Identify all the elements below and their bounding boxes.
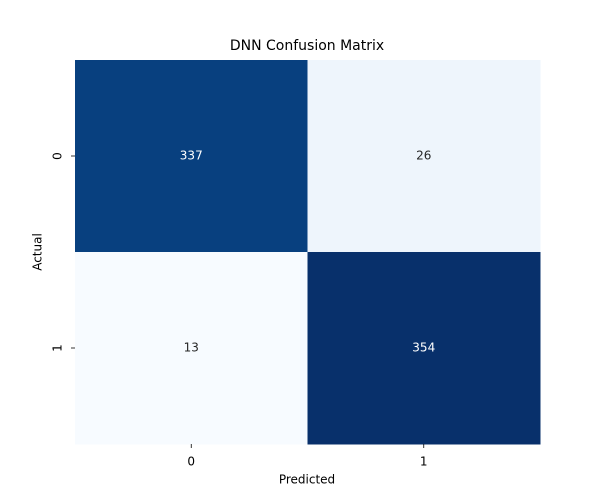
chart-title: DNN Confusion Matrix [230,38,384,54]
heatmap-cell [75,252,308,445]
cell-label: 26 [416,149,431,163]
y-tick-label: 0 [51,152,65,160]
heatmap-cell [75,60,308,253]
cell-label: 337 [180,149,203,163]
y-axis-label: Actual [31,233,45,271]
heatmap-cell [307,252,541,445]
x-axis-label: Predicted [279,473,335,487]
y-tick-label: 1 [51,344,65,352]
x-tick-label: 0 [187,455,195,469]
cell-label: 354 [412,341,435,355]
cell-label: 13 [184,341,199,355]
x-tick-label: 1 [420,455,428,469]
heatmap-cell [307,60,541,253]
